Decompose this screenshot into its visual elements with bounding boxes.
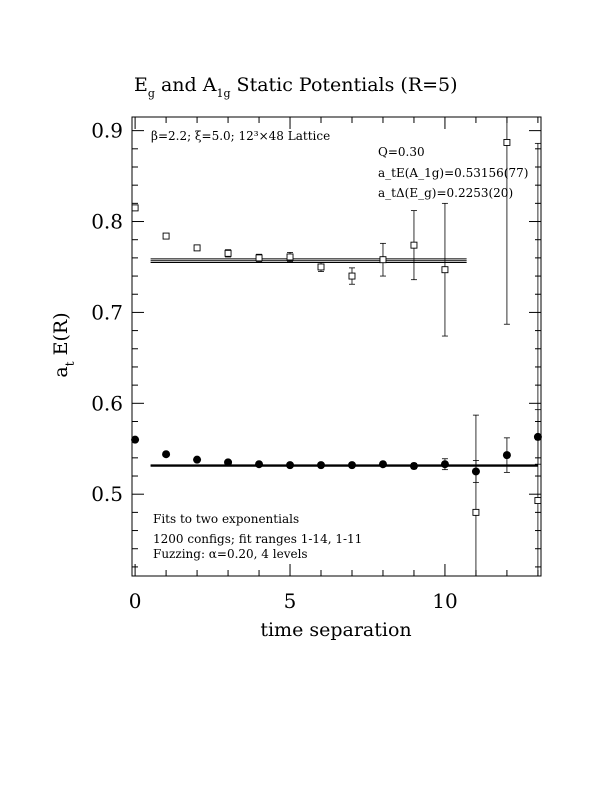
data-point-open xyxy=(379,256,387,264)
x-tick-label: 5 xyxy=(284,589,297,613)
y-tick-label: 0.5 xyxy=(91,482,123,506)
x-axis-label: time separation xyxy=(260,619,411,641)
data-point-filled xyxy=(162,450,171,459)
data-point-filled xyxy=(409,462,418,471)
annotation-gap: a_tΔ(E_g)=0.2253(20) xyxy=(378,186,513,200)
chart-title: Eg and A1g Static Potentials (R=5) xyxy=(134,74,458,100)
data-point-filled xyxy=(131,435,140,444)
data-point-open xyxy=(255,254,263,262)
y-tick-label: 0.6 xyxy=(91,391,123,415)
data-point-open xyxy=(224,249,232,257)
data-point-open xyxy=(162,232,170,240)
data-point-filled xyxy=(317,461,326,470)
data-point-open xyxy=(472,508,480,516)
data-point-open xyxy=(286,253,294,261)
y-axis-label: at E(R) xyxy=(50,312,77,377)
data-point-open xyxy=(193,244,201,252)
y-tick-label: 0.9 xyxy=(91,119,123,143)
annotation-fits: Fits to two exponentials xyxy=(153,512,299,526)
annotation-configs: 1200 configs; fit ranges 1-14, 1-11 xyxy=(153,532,362,546)
data-point-open xyxy=(441,266,449,274)
data-point-open xyxy=(131,204,139,212)
annotation-fuzzing: Fuzzing: α=0.20, 4 levels xyxy=(153,547,308,561)
data-point-filled xyxy=(502,451,511,460)
y-tick-labels: 0.5 0.6 0.7 0.8 0.9 xyxy=(91,119,123,507)
data-point-filled xyxy=(440,460,449,469)
data-point-filled xyxy=(193,455,202,464)
data-point-filled xyxy=(255,460,264,469)
data-point-filled xyxy=(224,458,233,467)
data-point-open xyxy=(317,263,325,271)
data-point-open xyxy=(410,241,418,249)
data-point-filled xyxy=(378,460,387,469)
data-point-open xyxy=(348,272,356,280)
x-tick-label: 10 xyxy=(432,589,457,613)
data-point-open xyxy=(503,138,511,146)
data-points xyxy=(131,117,542,576)
data-point-open xyxy=(534,497,542,505)
y-tick-label: 0.8 xyxy=(91,210,123,234)
annotation-q: Q=0.30 xyxy=(378,145,425,159)
x-tick-labels: 0 5 10 xyxy=(129,589,458,613)
data-point-filled xyxy=(286,461,295,470)
x-tick-label: 0 xyxy=(129,589,142,613)
data-point-filled xyxy=(347,461,356,470)
fit-lines xyxy=(150,258,538,467)
plot-frame xyxy=(131,116,542,577)
y-tick-label: 0.7 xyxy=(91,300,123,324)
annotation-energy: a_tE(A_1g)=0.53156(77) xyxy=(378,166,528,180)
annotation-lattice: β=2.2; ξ=5.0; 12³×48 Lattice xyxy=(151,129,330,143)
